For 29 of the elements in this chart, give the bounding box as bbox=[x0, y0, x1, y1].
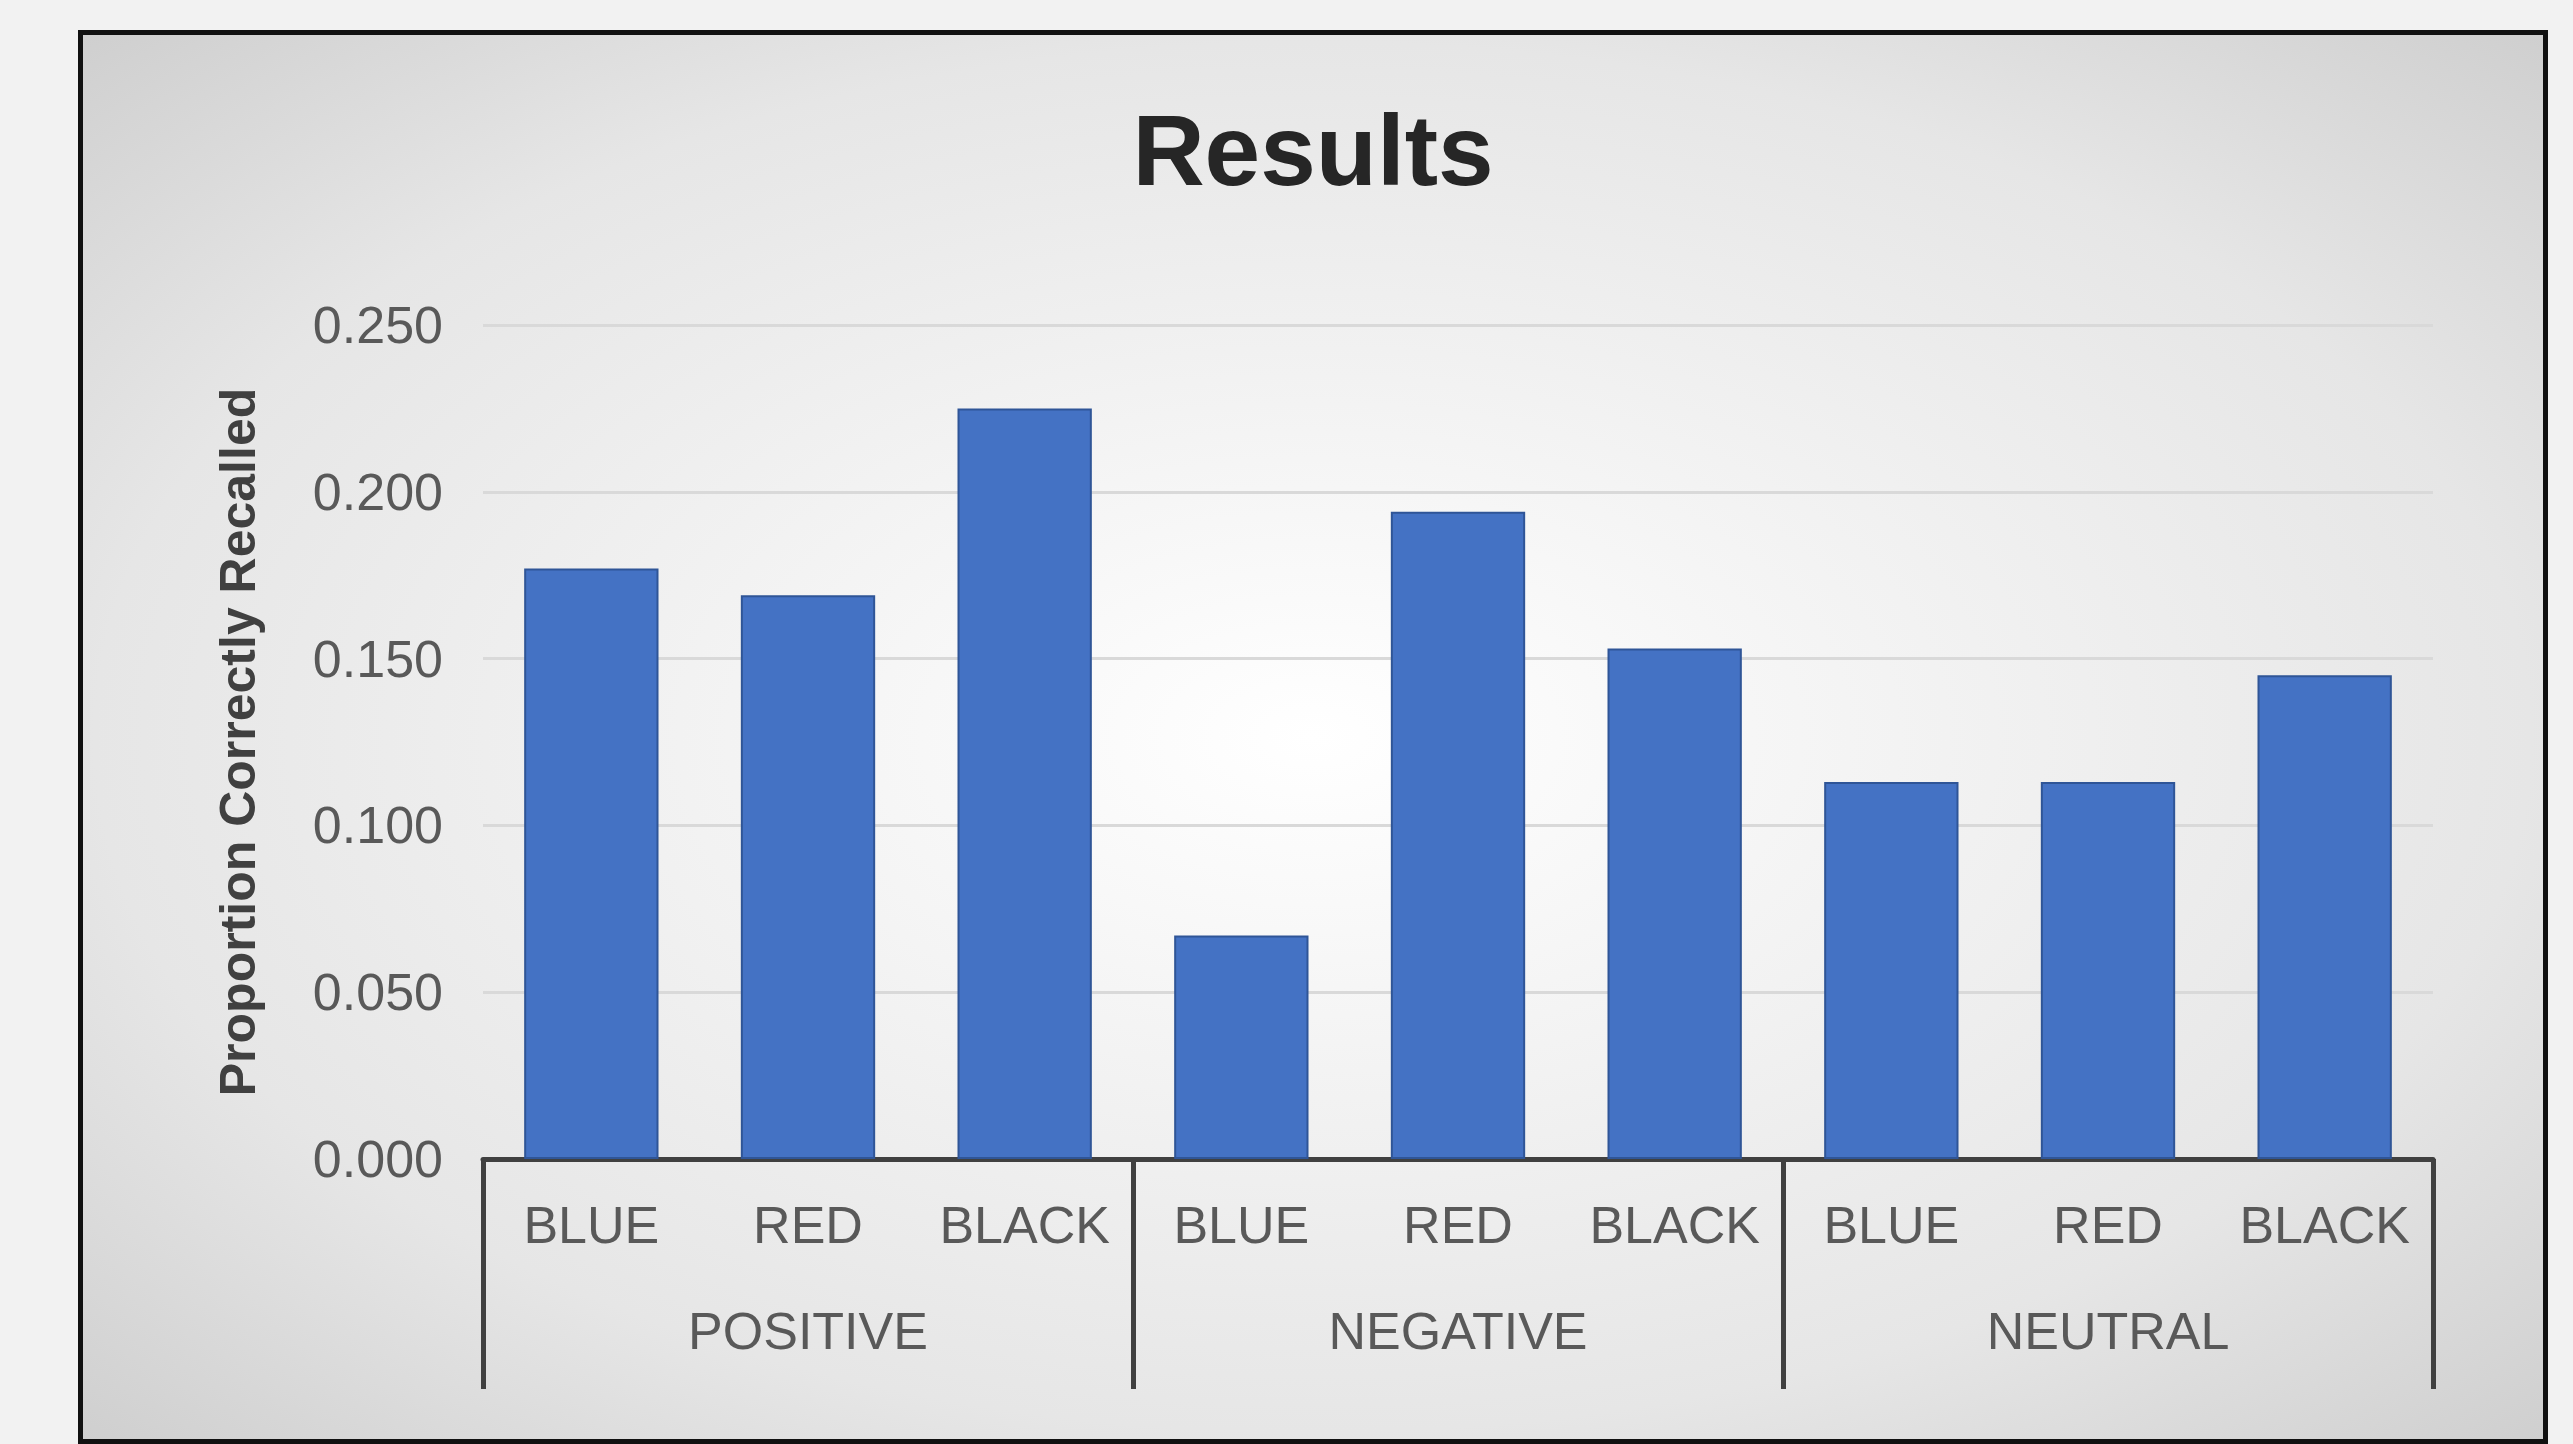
bar bbox=[1390, 511, 1526, 1159]
x-tick-label: BLUE bbox=[1173, 1196, 1310, 1254]
bar bbox=[1824, 782, 1959, 1159]
y-tick-label: 0.250 bbox=[312, 296, 443, 354]
chart-title: Results bbox=[1132, 94, 1494, 206]
bar bbox=[524, 568, 659, 1159]
x-tick-label: BLACK bbox=[2239, 1196, 2411, 1254]
y-tick-label: 0.050 bbox=[312, 963, 443, 1022]
x-tick-label: RED bbox=[753, 1196, 863, 1254]
x-tick-label: BLUE bbox=[523, 1196, 660, 1254]
y-tick-label: 0.150 bbox=[312, 629, 443, 688]
bar bbox=[2040, 782, 2176, 1159]
x-tick-label: BLUE bbox=[1823, 1196, 1960, 1254]
y-tick-label: 0.100 bbox=[312, 796, 443, 855]
y-axis-title: Proportion Correctly Recalled bbox=[210, 387, 266, 1097]
bar bbox=[740, 595, 876, 1159]
bar bbox=[1607, 648, 1742, 1159]
text: POSITIVE bbox=[688, 1302, 928, 1360]
x-tick-label: RED bbox=[1403, 1196, 1513, 1254]
y-tick-label: 0.200 bbox=[312, 462, 443, 521]
bar bbox=[2257, 675, 2392, 1159]
bar bbox=[957, 408, 1092, 1159]
y-tick-label: 0.000 bbox=[312, 1130, 443, 1188]
x-tick-label: BLACK bbox=[1589, 1196, 1761, 1254]
x-tick-label: BLACK bbox=[939, 1196, 1111, 1254]
text: NEUTRAL bbox=[1986, 1302, 2230, 1360]
text: NEGATIVE bbox=[1328, 1302, 1588, 1360]
bar bbox=[1174, 935, 1309, 1159]
x-tick-label: RED bbox=[2053, 1196, 2163, 1254]
